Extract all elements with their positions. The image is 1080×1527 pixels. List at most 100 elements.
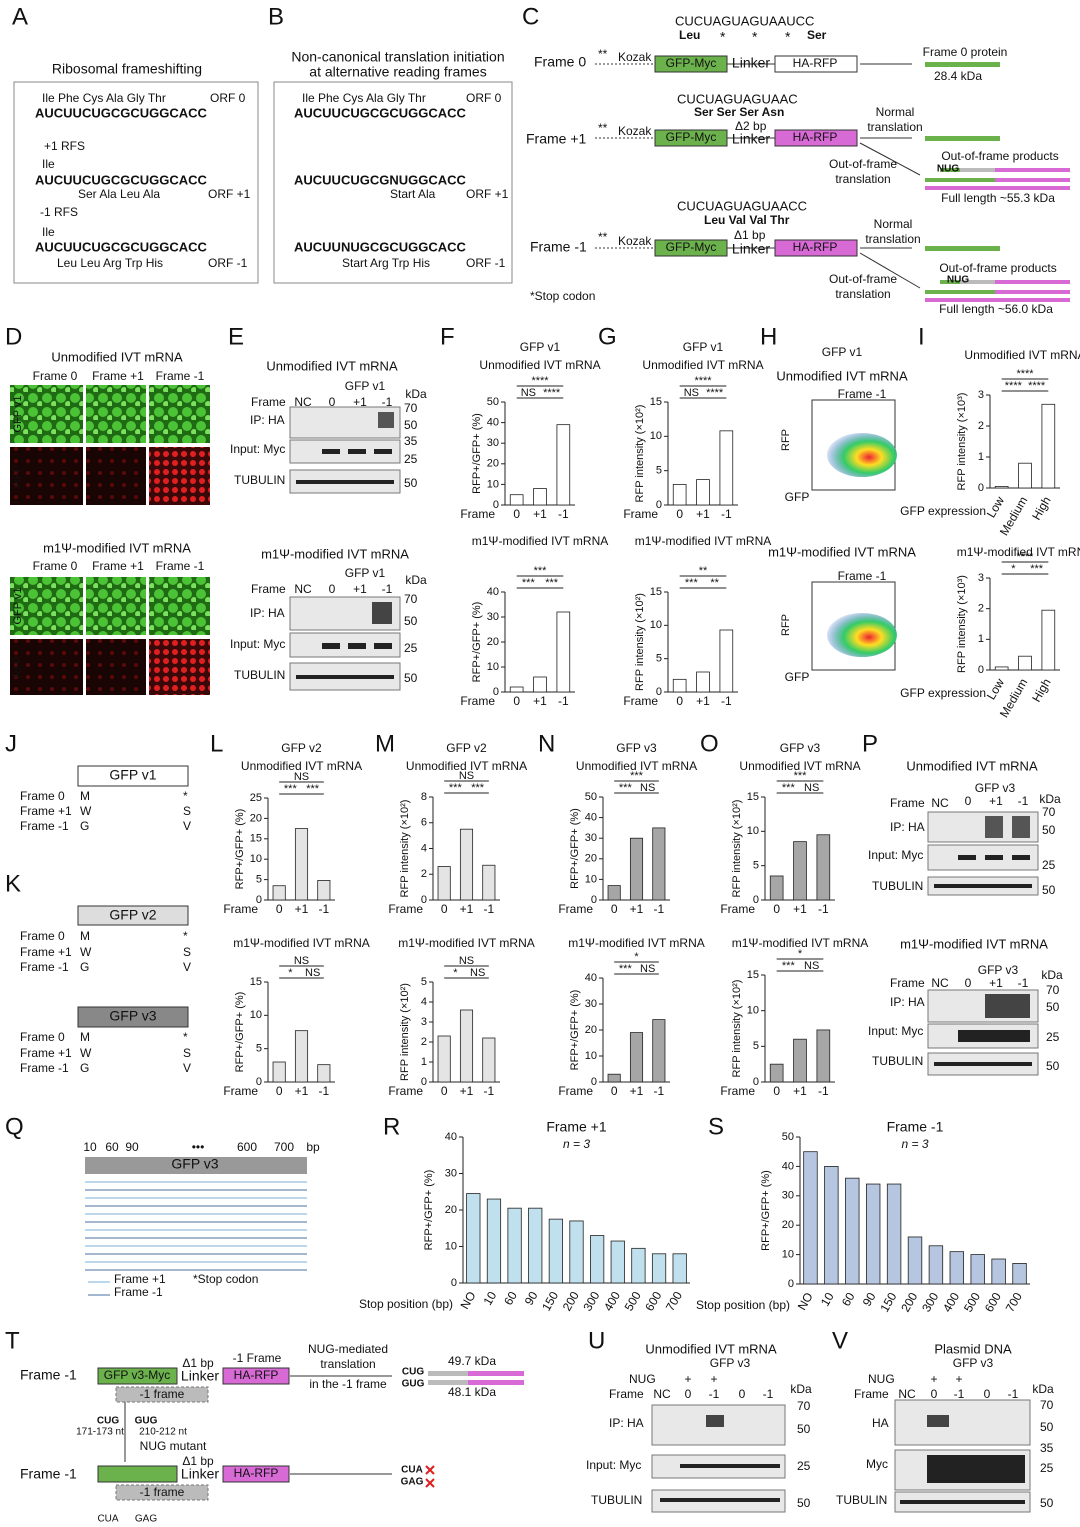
panel-text: TUBULIN [836, 1493, 887, 1507]
bar [482, 1037, 496, 1083]
y-tick-label: 30 [585, 832, 597, 844]
y-tick-label: 10 [585, 873, 597, 885]
y-tick-label: 10 [250, 1009, 262, 1021]
panel-text: G [80, 1061, 89, 1075]
panel-text: * [785, 29, 791, 45]
panel-text: + [710, 1372, 717, 1386]
y-tick-label: 2 [978, 603, 984, 615]
chart-subtitle: m1Ψ-modified IVT mRNA [568, 936, 705, 950]
panel-text: HA-RFP [234, 1466, 279, 1480]
panel-text: Myc [866, 1457, 888, 1471]
panel-text: ORF -1 [208, 256, 248, 270]
y-tick-label: 20 [445, 1204, 457, 1216]
significance-label: *** [545, 577, 559, 589]
y-tick-label: 10 [650, 619, 662, 631]
panel-text: Full length ~55.3 kDa [941, 191, 1055, 205]
panel-text: GUG [402, 1379, 425, 1390]
y-tick-label: 40 [445, 1131, 457, 1143]
bar [865, 1183, 881, 1285]
panel-text: 50 [1046, 1059, 1060, 1073]
chart-subtitle: m1Ψ-modified IVT mRNA [732, 936, 869, 950]
y-tick-label: 1 [421, 1056, 427, 1068]
y-tick-label: 20 [487, 636, 499, 648]
x-tick-label: High [1029, 676, 1053, 704]
x-tick-label: 0 [611, 902, 618, 916]
chart-title: Frame +1 [546, 1119, 607, 1135]
panel-text: 25 [1046, 1030, 1060, 1044]
x-tick-label: +1 [295, 1084, 309, 1098]
x-axis-label: Frame [223, 1084, 258, 1098]
y-tick-label: 8 [421, 791, 427, 803]
y-axis-label: RFP+/GFP+ (%) [423, 1170, 435, 1251]
panel-text: Frame [251, 395, 286, 409]
panel-text: -1 [1018, 794, 1029, 808]
panel-text: Frame 0 [33, 369, 78, 383]
x-tick-label: Low [984, 676, 1007, 702]
bar [970, 1254, 985, 1285]
significance-label: NS [521, 387, 536, 399]
panel-text: Δ1 bp [734, 228, 766, 242]
panel-letter: R [383, 1113, 400, 1140]
x-axis-label: Frame [460, 507, 495, 521]
bar [607, 1073, 621, 1083]
panel-letter: N [538, 730, 555, 757]
significance-label: *** [782, 782, 796, 794]
panel-text: 50 [1042, 883, 1056, 897]
panel-text: 50 [404, 476, 418, 490]
y-tick-label: 0 [493, 499, 499, 511]
x-tick-label: +1 [460, 902, 474, 916]
panel-text: Ser Ser Ser Asn [694, 105, 784, 119]
panel-text: Frame -1 [20, 1367, 77, 1383]
panel-text: Frame 0 protein [923, 45, 1008, 59]
significance-label: **** [543, 387, 561, 399]
significance-label: * [798, 948, 803, 960]
panel-text: 50 [1040, 1496, 1054, 1510]
panel-text: -1 frame [140, 1387, 185, 1401]
panel-text: 35 [404, 434, 418, 448]
panel-letter: J [5, 730, 17, 757]
x-tick-label: 150 [539, 1289, 561, 1314]
chart-subtitle: Unmodified IVT mRNA [241, 759, 362, 773]
y-tick-label: 10 [487, 478, 499, 490]
panel-text: RFP [12, 465, 24, 487]
panel-text: Frame +1 [92, 369, 144, 383]
panel-text: V [183, 960, 191, 974]
bar [907, 1236, 923, 1285]
panel-text: CUA [97, 1514, 118, 1525]
y-tick-label: 2 [421, 868, 427, 880]
panel-letter: F [440, 323, 455, 350]
panel-text: 50 [1046, 1000, 1060, 1014]
x-tick-label: 0 [773, 902, 780, 916]
bar [272, 885, 286, 901]
bar [459, 828, 474, 901]
y-tick-label: 50 [487, 396, 499, 408]
panel-text: kDa [405, 573, 427, 587]
panel-text: Δ1 bp [182, 1356, 214, 1370]
panel-letter: G [598, 323, 617, 350]
chart-title: GFP v2 [446, 741, 487, 755]
panel-text: Normal [876, 105, 915, 119]
y-tick-label: 20 [585, 1024, 597, 1036]
significance-label: NS [294, 955, 309, 967]
y-tick-label: 3 [421, 1016, 427, 1028]
panel-text: NUG-mediated [308, 1342, 388, 1356]
x-tick-label: 60 [501, 1289, 520, 1308]
y-tick-label: 0 [493, 686, 499, 698]
panel-text: kDa [1039, 792, 1061, 806]
significance-label: *** [619, 782, 633, 794]
bar [1041, 403, 1056, 489]
panel-letter: Q [5, 1113, 24, 1140]
panel-text: Frame -1 [156, 559, 205, 573]
panel-text: -1 [954, 1387, 965, 1401]
y-tick-label: 3 [978, 572, 984, 584]
panel-text: M [80, 929, 90, 943]
y-tick-label: 50 [585, 791, 597, 803]
y-tick-label: 0 [591, 894, 597, 906]
x-tick-label: -1 [318, 1084, 329, 1098]
panel-text: Linker [732, 55, 770, 71]
panel-text: GFP v1 [12, 587, 24, 624]
panel-text: at alternative reading frames [309, 64, 486, 80]
panel-text: Frame [890, 796, 925, 810]
significance-label: **** [1028, 380, 1046, 392]
bar [437, 866, 451, 901]
